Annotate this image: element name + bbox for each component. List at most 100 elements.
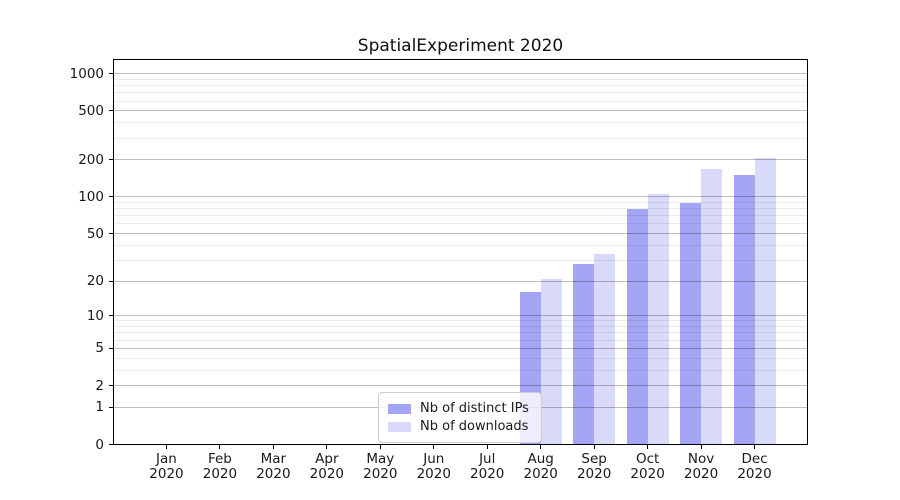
- minor-gridline: [113, 92, 808, 94]
- minor-gridline: [113, 85, 808, 87]
- x-tick-month: Sep: [581, 450, 607, 467]
- bar-distinct-ips-dec: [733, 175, 755, 445]
- minor-gridline: [113, 223, 808, 225]
- x-tick-year: 2020: [256, 465, 291, 482]
- y-tick-label: 1: [95, 399, 104, 416]
- legend-item-downloads: Nb of downloads: [388, 418, 529, 435]
- minor-gridline: [113, 208, 808, 210]
- bar-downloads-oct: [647, 194, 669, 445]
- x-tick-mark: [219, 444, 221, 449]
- major-gridline: [113, 347, 808, 349]
- y-tick-mark: [109, 347, 113, 349]
- y-tick-label: 2: [95, 377, 104, 394]
- minor-gridline: [113, 215, 808, 217]
- x-tick-label-dec: Dec 2020: [715, 450, 795, 482]
- x-tick-label-sep: Sep 2020: [554, 450, 634, 482]
- x-tick-mark: [486, 444, 488, 449]
- x-tick-month: Mar: [260, 450, 287, 467]
- y-tick-label: 10: [86, 307, 104, 324]
- minor-gridline: [113, 332, 808, 334]
- bar-distinct-ips-sep: [573, 263, 595, 445]
- x-tick-mark: [540, 444, 542, 449]
- major-gridline: [113, 385, 808, 387]
- legend-swatch-distinct-ips-icon: [388, 403, 411, 414]
- minor-gridline: [113, 326, 808, 328]
- x-tick-year: 2020: [202, 465, 238, 482]
- bar-downloads-sep: [594, 253, 616, 445]
- major-gridline: [113, 280, 808, 282]
- y-tick-label: 20: [86, 273, 104, 290]
- x-tick-year: 2020: [630, 465, 665, 482]
- x-tick-mark: [433, 444, 435, 449]
- x-tick-label-mar: Mar 2020: [233, 450, 313, 482]
- minor-gridline: [113, 320, 808, 322]
- x-tick-label-apr: Apr 2020: [287, 450, 367, 482]
- minor-gridline: [113, 100, 808, 102]
- x-tick-label-nov: Nov 2020: [661, 450, 741, 482]
- y-tick-mark: [109, 444, 113, 445]
- x-tick-year: 2020: [416, 465, 451, 482]
- x-tick-month: Aug: [527, 450, 554, 467]
- major-gridline: [113, 110, 808, 112]
- x-tick-month: Feb: [207, 450, 232, 467]
- x-tick-year: 2020: [149, 465, 184, 482]
- minor-gridline: [113, 369, 808, 371]
- x-tick-label-jul: Jul 2020: [447, 450, 527, 482]
- y-tick-mark: [109, 385, 113, 387]
- major-gridline: [113, 73, 808, 75]
- bar-downloads-nov: [701, 168, 723, 445]
- x-tick-month: Oct: [635, 450, 660, 467]
- x-tick-month: Jun: [423, 450, 445, 467]
- y-tick-mark: [109, 73, 113, 75]
- bar-downloads-dec: [754, 158, 776, 445]
- minor-gridline: [113, 122, 808, 124]
- x-tick-mark: [647, 444, 649, 449]
- y-tick-mark: [109, 406, 113, 408]
- y-tick-label: 1000: [69, 65, 104, 82]
- minor-gridline: [113, 137, 808, 139]
- x-tick-month: Jul: [479, 450, 496, 467]
- x-tick-mark: [700, 444, 702, 449]
- x-tick-year: 2020: [683, 465, 719, 482]
- minor-gridline: [113, 357, 808, 359]
- y-tick-label: 50: [86, 225, 104, 242]
- x-tick-label-oct: Oct 2020: [608, 450, 688, 482]
- x-tick-year: 2020: [737, 465, 772, 482]
- major-gridline: [113, 196, 808, 198]
- x-tick-label-jun: Jun 2020: [394, 450, 474, 482]
- x-tick-mark: [165, 444, 167, 449]
- bar-distinct-ips-oct: [626, 208, 648, 445]
- x-tick-month: Apr: [315, 450, 339, 467]
- x-tick-mark: [754, 444, 756, 449]
- y-tick-mark: [109, 110, 113, 112]
- y-tick-mark: [109, 196, 113, 198]
- y-tick-mark: [109, 159, 113, 161]
- major-gridline: [113, 159, 808, 161]
- y-tick-label: 5: [95, 340, 104, 357]
- x-tick-mark: [326, 444, 328, 449]
- x-tick-month: Nov: [687, 450, 715, 467]
- major-gridline: [113, 233, 808, 235]
- minor-gridline: [113, 339, 808, 341]
- x-tick-month: Dec: [741, 450, 768, 467]
- legend: Nb of distinct IPs Nb of downloads: [378, 392, 542, 443]
- bar-distinct-ips-nov: [680, 203, 702, 445]
- x-tick-year: 2020: [363, 465, 398, 482]
- y-tick-label: 100: [78, 188, 104, 205]
- x-tick-label-jan: Jan 2020: [126, 451, 206, 482]
- minor-gridline: [113, 244, 808, 246]
- y-tick-label: 200: [78, 151, 104, 168]
- bar-downloads-aug: [540, 278, 562, 445]
- x-tick-year: 2020: [523, 465, 558, 482]
- y-tick-mark: [109, 280, 113, 282]
- x-tick-year: 2020: [309, 465, 345, 482]
- x-tick-mark: [272, 444, 274, 449]
- minor-gridline: [113, 201, 808, 203]
- x-tick-mark: [593, 444, 595, 449]
- y-tick-mark: [109, 233, 113, 235]
- x-tick-label-aug: Aug 2020: [501, 450, 581, 482]
- legend-swatch-downloads-icon: [388, 421, 411, 432]
- x-tick-label-feb: Feb 2020: [180, 450, 260, 482]
- y-tick-label: 500: [78, 102, 104, 119]
